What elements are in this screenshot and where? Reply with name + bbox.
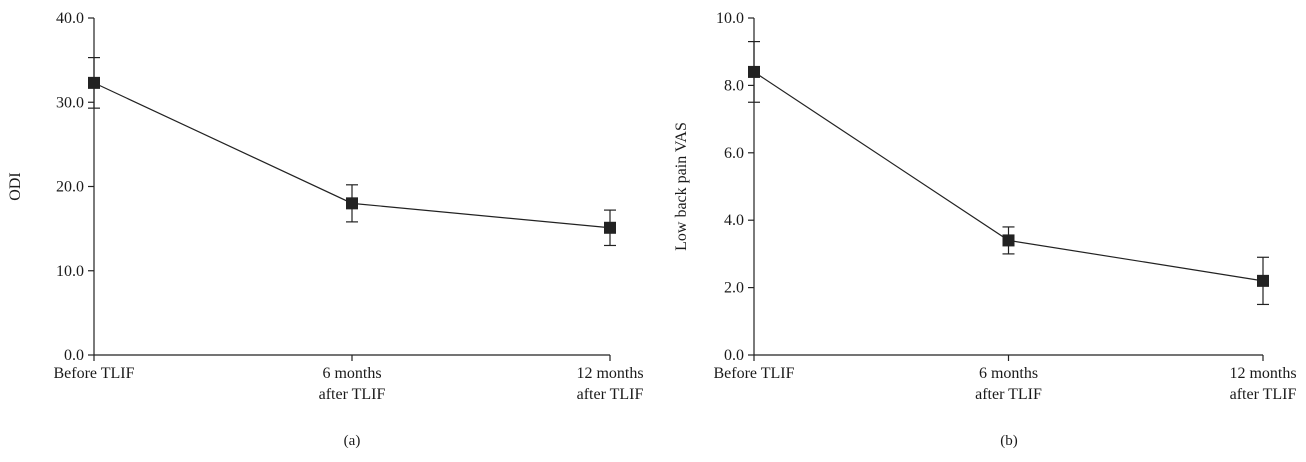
data-point [88,76,100,89]
y-axis-label: Low back pain VAS [673,122,690,251]
x-tick-label-line: 12 months [576,365,643,382]
x-tick-label-line: Before TLIF [713,365,794,382]
data-point [604,221,616,234]
y-tick-label: 8.0 [724,77,744,94]
x-tick-label: 12 months after TLIF [576,365,643,403]
y-tick-label: 0.0 [64,347,84,364]
y-tick-label: 40.0 [56,10,84,27]
x-tick-label: Before TLIF [713,365,794,382]
y-axis-label: ODI [7,172,24,200]
panel-label: (b) [1000,433,1018,449]
y-tick-label: 10.0 [716,10,744,27]
y-tick-label: 20.0 [56,179,84,196]
data-point [1257,274,1269,287]
x-tick-label-line: after TLIF [1230,386,1297,403]
x-tick-label: 6 months after TLIF [975,365,1042,403]
chart-panel-1: 0.0 10.0 20.0 30.0 40.0 Before TLIF 6 months af… [7,10,644,449]
x-tick-label: Before TLIF [53,365,134,382]
data-point [1002,234,1015,247]
y-tick-label: 10.0 [56,263,84,280]
x-tick-label-line: 6 months [322,365,381,382]
y-tick-label: 6.0 [724,145,744,162]
x-tick-label: 6 months after TLIF [319,365,386,403]
x-tick-label-line: after TLIF [975,386,1042,403]
x-tick-label-line: after TLIF [319,386,386,403]
data-point [748,65,760,78]
y-tick-label: 4.0 [724,212,744,229]
x-tick-label-line: after TLIF [577,386,644,403]
x-tick-label-line: 12 months [1229,365,1296,382]
x-tick-label-line: 6 months [979,365,1038,382]
y-tick-label: 0.0 [724,347,744,364]
y-tick-label: 2.0 [724,280,744,297]
y-tick-label: 30.0 [56,94,84,111]
panel-label: (a) [344,433,361,449]
chart-panel-2: 0.0 2.0 4.0 6.0 8.0 10.0 Before TLIF 6 months af… [673,10,1297,449]
x-tick-label-line: Before TLIF [53,365,134,382]
x-tick-label: 12 months after TLIF [1229,365,1296,403]
data-point [346,197,358,210]
